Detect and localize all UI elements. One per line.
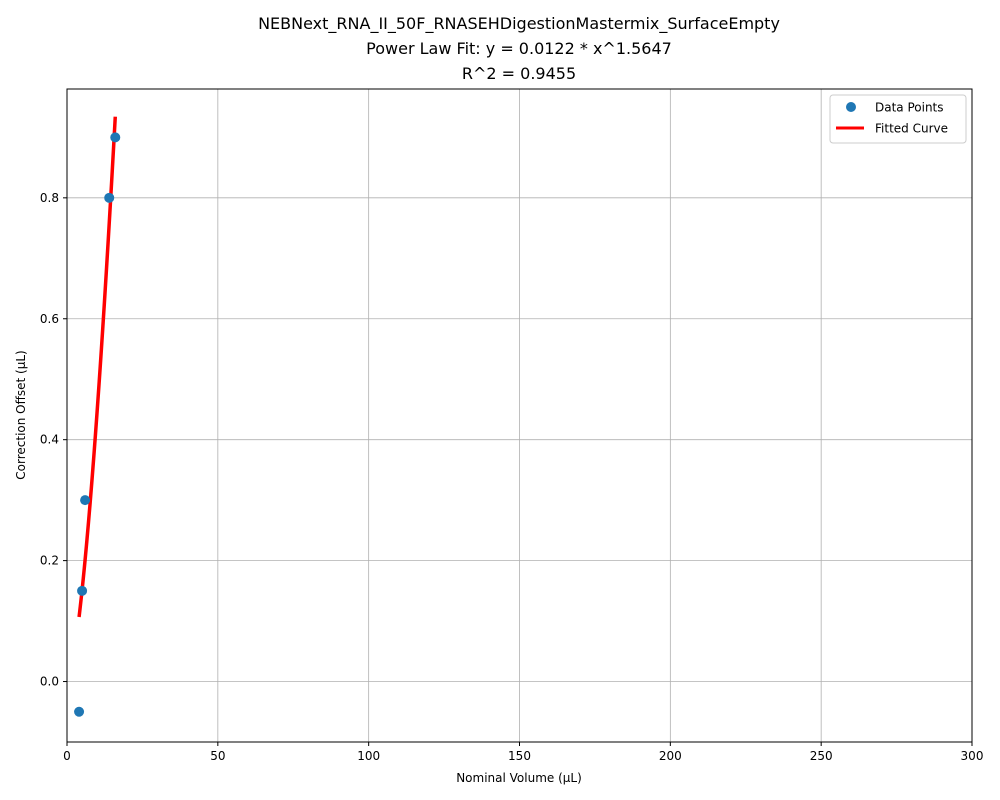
chart-title-line-2: Power Law Fit: y = 0.0122 * x^1.5647 — [366, 39, 672, 58]
data-point — [80, 495, 91, 506]
data-point — [104, 192, 115, 203]
fit-layer — [77, 116, 118, 618]
legend-label-data-points: Data Points — [875, 101, 944, 115]
x-tick-label: 200 — [659, 749, 682, 763]
y-tick-label: 0.2 — [40, 554, 59, 568]
y-tick-label: 0.8 — [40, 191, 59, 205]
x-tick-label: 150 — [508, 749, 531, 763]
data-point — [110, 132, 121, 143]
x-tick-label: 100 — [357, 749, 380, 763]
y-tick-label: 0.0 — [40, 675, 59, 689]
data-point — [74, 706, 85, 717]
points-layer — [74, 132, 121, 717]
x-tick-label: 250 — [810, 749, 833, 763]
legend-label-fitted-curve: Fitted Curve — [875, 122, 948, 136]
chart-title-line-3: R^2 = 0.9455 — [462, 64, 576, 83]
ticks-layer: 0 50 100 150 200 250 300 0.0 0.2 0.4 0.6 0.8 — [40, 191, 984, 763]
x-tick-label: 0 — [63, 749, 71, 763]
x-axis-label: Nominal Volume (µL) — [456, 771, 582, 785]
data-point — [77, 585, 88, 596]
legend-box — [829, 94, 967, 144]
chart-title-line-1: NEBNext_RNA_II_50F_RNASEHDigestionMaster… — [258, 14, 780, 34]
y-tick-label: 0.6 — [40, 312, 59, 326]
legend-marker-data-points — [846, 102, 856, 112]
fitted-curve-line — [77, 116, 118, 618]
y-axis-label: Correction Offset (µL) — [14, 350, 28, 479]
legend: Data Points Fitted Curve — [829, 94, 967, 144]
x-tick-label: 50 — [210, 749, 225, 763]
y-tick-label: 0.4 — [40, 433, 59, 447]
grid-layer — [66, 89, 973, 742]
x-tick-label: 300 — [961, 749, 984, 763]
